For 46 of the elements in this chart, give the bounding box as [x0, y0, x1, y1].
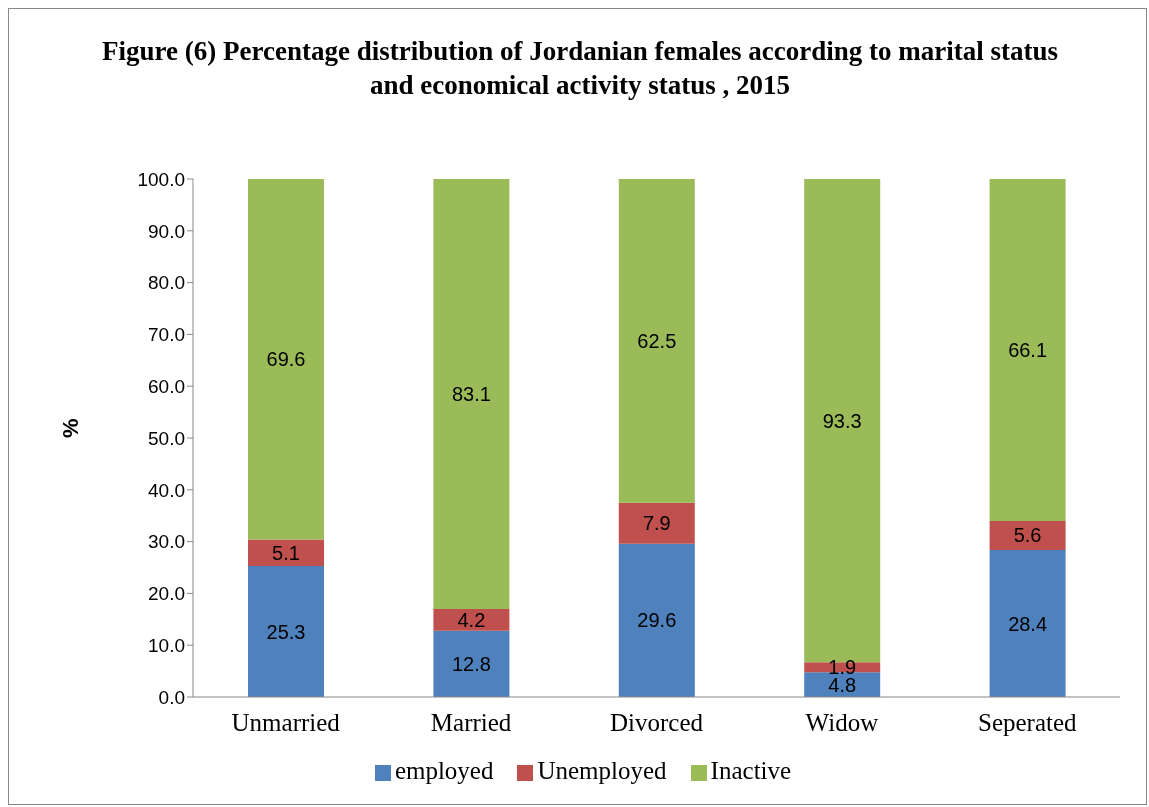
data-label: 5.1: [272, 541, 300, 564]
data-label: 5.6: [1013, 524, 1042, 547]
data-label: 66.1: [1008, 339, 1048, 362]
legend-label: employed: [394, 757, 494, 784]
y-tick-label: 90.0: [148, 220, 185, 242]
bar: [618, 543, 695, 697]
y-tick-label: 40.0: [148, 479, 185, 501]
legend-label: Unemployed: [537, 757, 667, 784]
data-label: 28.4: [1008, 612, 1048, 635]
bar: [618, 179, 695, 503]
y-tick-label: 10.0: [148, 634, 185, 656]
x-tick-label: Widow: [805, 708, 879, 736]
bar: [248, 539, 324, 566]
data-label: 29.6: [637, 609, 677, 632]
data-label: 62.5: [637, 329, 677, 352]
y-tick-label: 80.0: [148, 272, 185, 294]
bar: [989, 520, 1066, 550]
data-label: 69.6: [266, 348, 306, 371]
x-tick-label: Divorced: [609, 708, 704, 736]
y-tick-label: 30.0: [148, 531, 185, 553]
y-tick-label: 50.0: [148, 427, 185, 449]
data-label: 12.8: [451, 652, 491, 675]
x-tick-label: Married: [430, 708, 512, 736]
y-tick-label: 60.0: [148, 375, 185, 397]
data-label: 83.1: [451, 383, 491, 406]
chart-title: Figure (6) Percentage distribution of Jordanian females according to marital status and economical activity status , 2015: [101, 35, 1059, 102]
bar: [248, 179, 324, 540]
x-tick-label: Unmarried: [231, 708, 341, 736]
y-tick-label: 70.0: [148, 324, 185, 346]
y-tick-label: 100.0: [137, 168, 185, 190]
y-tick-label: 20.0: [148, 583, 185, 605]
legend-label: Inactive: [710, 757, 792, 784]
data-label: 25.3: [266, 620, 306, 643]
data-label: 7.9: [642, 512, 671, 535]
data-label: 93.3: [822, 409, 862, 432]
bar: [433, 608, 510, 631]
bar: [989, 549, 1066, 697]
bar: [618, 502, 695, 544]
y-tick-label: 0.0: [158, 686, 185, 708]
bar: [989, 179, 1066, 521]
x-tick-label: Seperated: [978, 708, 1078, 736]
bar: [248, 565, 324, 697]
data-label: 4.2: [457, 608, 486, 631]
bar: [433, 179, 510, 609]
bar: [433, 630, 510, 697]
y-axis-title: %: [57, 418, 83, 438]
